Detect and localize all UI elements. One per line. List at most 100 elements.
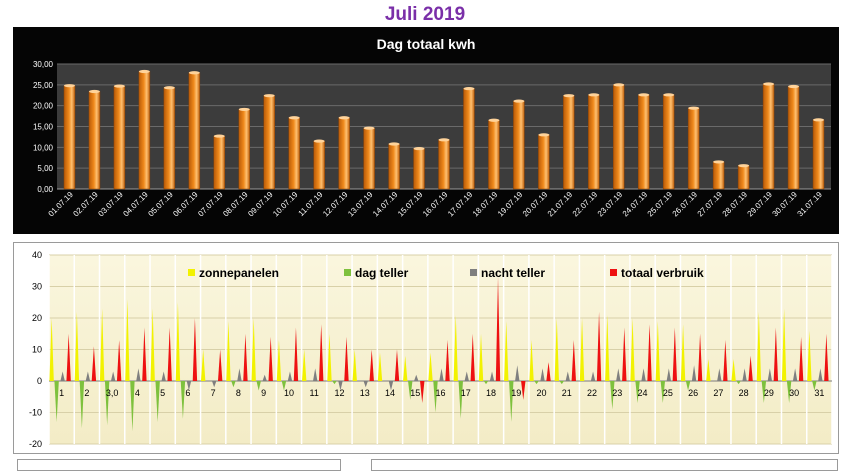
bar xyxy=(538,134,550,190)
x-tick-label: 7 xyxy=(211,388,216,398)
spike-zonnepanelen xyxy=(302,349,307,381)
bar xyxy=(513,100,525,190)
bar-cap xyxy=(363,126,375,130)
y-tick-label: -20 xyxy=(29,439,42,449)
x-tick-label: 31 xyxy=(814,388,824,398)
bar xyxy=(463,88,475,190)
spike-zonnepanelen xyxy=(49,318,54,381)
spike-nacht-teller xyxy=(464,371,469,381)
bar-cap xyxy=(438,138,450,142)
spike-dag-teller xyxy=(458,381,463,419)
bar-cap xyxy=(163,86,175,90)
spike-nacht-teller xyxy=(136,368,141,381)
x-tick-label: 27 xyxy=(713,388,723,398)
x-tick-label: 29.07.19 xyxy=(746,190,775,219)
bar xyxy=(313,140,325,190)
spike-zonnepanelen xyxy=(428,352,433,381)
spike-nacht-teller xyxy=(439,368,444,381)
spike-dag-teller xyxy=(180,381,186,419)
bar-cap xyxy=(263,94,275,98)
x-tick-label: 9 xyxy=(261,388,266,398)
spike-dag-teller xyxy=(483,381,489,385)
spike-nacht-teller xyxy=(287,371,293,381)
bar xyxy=(288,117,300,190)
x-tick-label: 5 xyxy=(160,388,165,398)
bar xyxy=(263,95,275,190)
x-tick-label: 02.07.19 xyxy=(71,190,100,219)
bar-cap xyxy=(563,94,575,98)
x-tick-label: 30 xyxy=(789,388,799,398)
spike-zonnepanelen xyxy=(731,358,736,381)
spike-totaal-verbruik xyxy=(546,362,551,381)
spike-zonnepanelen xyxy=(655,321,661,381)
x-tick-label: 2 xyxy=(84,388,89,398)
spike-totaal-verbruik xyxy=(647,324,652,381)
legend-label-nacht-teller: nacht teller xyxy=(481,266,545,280)
spike-dag-teller xyxy=(761,381,767,404)
spike-zonnepanelen xyxy=(403,355,408,381)
spike-zonnepanelen xyxy=(74,311,80,381)
bar xyxy=(388,143,400,190)
bar xyxy=(637,94,650,190)
spike-nacht-teller xyxy=(388,381,394,391)
spike-totaal-verbruik xyxy=(293,327,299,381)
bar xyxy=(687,107,700,190)
x-tick-label: 18 xyxy=(486,388,496,398)
spike-zonnepanelen xyxy=(226,321,231,381)
x-tick-label: 16.07.19 xyxy=(421,190,450,219)
bar xyxy=(163,87,176,190)
spike-totaal-verbruik xyxy=(91,346,97,381)
spike-zonnepanelen xyxy=(554,318,559,381)
spike-zonnepanelen xyxy=(478,333,484,381)
spike-totaal-verbruik xyxy=(394,349,400,381)
spike-dag-teller xyxy=(130,381,135,432)
bar-cap xyxy=(738,164,750,168)
spike-totaal-verbruik xyxy=(748,355,753,381)
spike-nacht-teller xyxy=(717,368,722,381)
legend-swatch-nacht-teller xyxy=(470,269,477,276)
bar xyxy=(563,95,575,190)
y-tick-label: 0 xyxy=(37,376,42,386)
bar-cap xyxy=(313,139,325,143)
spike-zonnepanelen xyxy=(251,318,256,381)
spike-totaal-verbruik xyxy=(167,327,172,381)
x-tick-label: 10.07.19 xyxy=(271,190,300,219)
spike-nacht-teller xyxy=(85,371,91,381)
spike-totaal-verbruik xyxy=(344,336,349,381)
bar xyxy=(63,85,76,190)
spike-nacht-teller xyxy=(338,381,343,391)
bar-cap xyxy=(538,133,550,137)
spike-dag-teller xyxy=(635,381,640,404)
spike-nacht-teller xyxy=(414,374,419,381)
bar xyxy=(787,86,800,190)
spike-zonnepanelen xyxy=(150,308,155,381)
x-tick-label: 12 xyxy=(334,388,344,398)
spike-dag-teller xyxy=(812,381,817,391)
spike-dag-teller xyxy=(332,381,337,385)
x-tick-label: 30.07.19 xyxy=(771,190,800,219)
spike-zonnepanelen xyxy=(99,308,105,381)
daily-total-chart: Dag totaal kwh 0,00 5,00 10,00 15,00 20,00 25,… xyxy=(13,27,839,234)
spike-zonnepanelen xyxy=(377,352,383,381)
spike-totaal-verbruik xyxy=(66,333,71,381)
spike-dag-teller xyxy=(281,381,287,391)
bar xyxy=(238,109,251,190)
bar xyxy=(213,135,226,190)
bar-cap xyxy=(713,160,725,164)
spike-dag-teller xyxy=(104,381,110,426)
bar xyxy=(737,165,750,190)
bar-cap xyxy=(338,116,350,120)
x-tick-label: 11.07.19 xyxy=(297,190,325,218)
y-tick-label: 20 xyxy=(32,313,42,323)
y-tick-label: 40 xyxy=(32,250,42,260)
spike-totaal-verbruik xyxy=(798,336,804,381)
x-tick-label: 05.07.19 xyxy=(146,190,175,219)
x-tick-label: 31.07.19 xyxy=(796,190,825,219)
x-tick-label: 10 xyxy=(284,388,294,398)
bar xyxy=(113,85,126,190)
bar-cap xyxy=(63,84,75,88)
x-tick-label: 22.07.19 xyxy=(571,190,600,219)
spike-totaal-verbruik xyxy=(116,340,122,381)
spike-dag-teller xyxy=(54,381,59,422)
y-tick-label: 15,00 xyxy=(33,123,54,132)
